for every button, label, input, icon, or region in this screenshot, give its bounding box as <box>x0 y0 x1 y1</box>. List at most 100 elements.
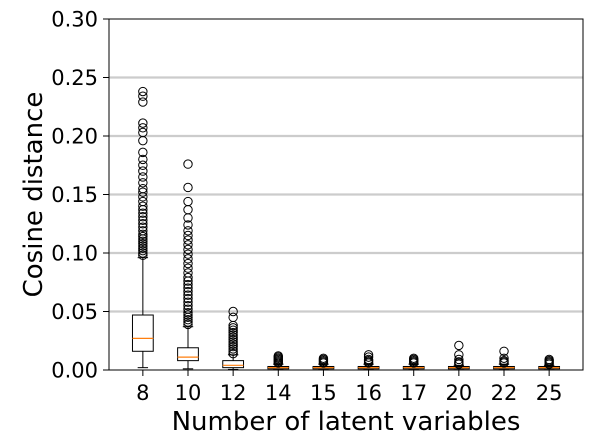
outlier-point <box>138 226 148 236</box>
outlier-point <box>183 226 193 236</box>
box-12 <box>222 306 245 370</box>
y-tick-label: 0.05 <box>51 300 98 324</box>
outlier-point <box>183 307 193 318</box>
x-axis-label: Number of latent variables <box>172 407 521 437</box>
outlier-point <box>138 86 148 97</box>
outlier-point <box>183 159 193 169</box>
outlier-point <box>183 230 193 241</box>
outlier-point <box>138 118 148 128</box>
outlier-point <box>228 337 238 347</box>
outlier-point <box>183 300 193 311</box>
outlier-point <box>138 178 148 188</box>
outlier-point <box>138 241 148 251</box>
outlier-point <box>228 330 238 340</box>
outlier-point <box>228 312 238 323</box>
outlier-point <box>183 317 193 327</box>
y-tick-label: 0.20 <box>51 125 98 149</box>
x-tick-label: 10 <box>175 381 202 405</box>
x-tick-label: 22 <box>491 381 518 405</box>
outlier-point <box>363 352 374 362</box>
outlier-point <box>183 304 193 314</box>
outlier-point <box>138 243 148 254</box>
outlier-point <box>183 205 193 215</box>
outlier-point <box>183 249 193 259</box>
outlier-point <box>183 268 193 278</box>
outlier-point <box>318 353 329 363</box>
outlier-point <box>454 340 464 351</box>
outlier-point <box>499 353 509 363</box>
box-body <box>177 347 199 362</box>
outlier-point <box>183 283 193 293</box>
x-tick-label: 14 <box>265 381 292 405</box>
x-tick-label: 20 <box>445 381 472 405</box>
outlier-point <box>138 91 148 101</box>
outlier-point <box>228 327 238 338</box>
outlier-point <box>183 286 193 297</box>
x-tick-label: 8 <box>136 381 149 405</box>
x-tick-label: 12 <box>220 381 247 405</box>
outlier-point <box>454 357 464 367</box>
grid-lines <box>109 76 583 313</box>
outlier-point <box>138 250 148 261</box>
y-tick-label: 0.10 <box>51 242 98 266</box>
outlier-point <box>138 201 148 211</box>
outlier-point <box>183 297 193 307</box>
outlier-point <box>138 166 148 176</box>
x-axis: 8 10 12 14 15 16 17 20 22 25 <box>136 370 563 405</box>
outlier-point <box>228 323 238 333</box>
box-20 <box>447 340 470 371</box>
x-tick-label: 16 <box>355 381 382 405</box>
y-tick-label: 0.00 <box>51 359 98 383</box>
outlier-point <box>183 258 193 269</box>
outlier-point <box>138 97 148 107</box>
outlier-point <box>138 219 148 229</box>
box-14 <box>267 351 290 371</box>
outlier-point <box>183 240 193 250</box>
y-tick-label: 0.25 <box>51 66 98 90</box>
outlier-point <box>183 182 193 193</box>
outlier-point <box>228 339 238 349</box>
outlier-point <box>544 354 554 365</box>
outlier-point <box>183 314 193 325</box>
outlier-point <box>228 332 238 342</box>
y-tick-label: 0.30 <box>51 8 98 32</box>
outlier-point <box>228 325 238 335</box>
outlier-point <box>138 183 148 194</box>
outlier-point <box>363 350 374 360</box>
outlier-point <box>183 196 193 207</box>
box-25 <box>538 354 561 371</box>
x-tick-label: 17 <box>400 381 427 405</box>
outlier-point <box>138 231 148 242</box>
box-body <box>131 314 154 352</box>
outlier-point <box>454 354 464 365</box>
box-10 <box>177 159 199 370</box>
x-tick-label: 15 <box>310 381 337 405</box>
outlier-point <box>273 351 283 361</box>
outlier-point <box>183 293 193 304</box>
outlier-point <box>183 244 193 255</box>
outlier-point <box>138 222 148 232</box>
outlier-point <box>183 272 193 283</box>
y-tick-label: 0.15 <box>51 183 98 207</box>
outlier-point <box>183 319 193 330</box>
outlier-point <box>138 229 148 239</box>
box-8 <box>131 86 154 369</box>
box-17 <box>402 353 425 371</box>
outlier-point <box>138 238 148 249</box>
outlier-point <box>138 135 148 146</box>
outlier-point <box>183 254 193 264</box>
box-plot-series <box>131 86 561 371</box>
outlier-point <box>228 306 238 317</box>
outlier-point <box>183 235 193 245</box>
outlier-point <box>183 220 193 230</box>
outlier-point <box>183 310 193 320</box>
outlier-point <box>409 353 419 363</box>
outlier-point <box>228 344 238 354</box>
outlier-point <box>183 263 193 273</box>
outlier-point <box>228 341 238 352</box>
outlier-point <box>138 208 148 218</box>
outlier-point <box>228 348 238 359</box>
outlier-point <box>138 187 148 197</box>
outlier-point <box>183 279 193 290</box>
